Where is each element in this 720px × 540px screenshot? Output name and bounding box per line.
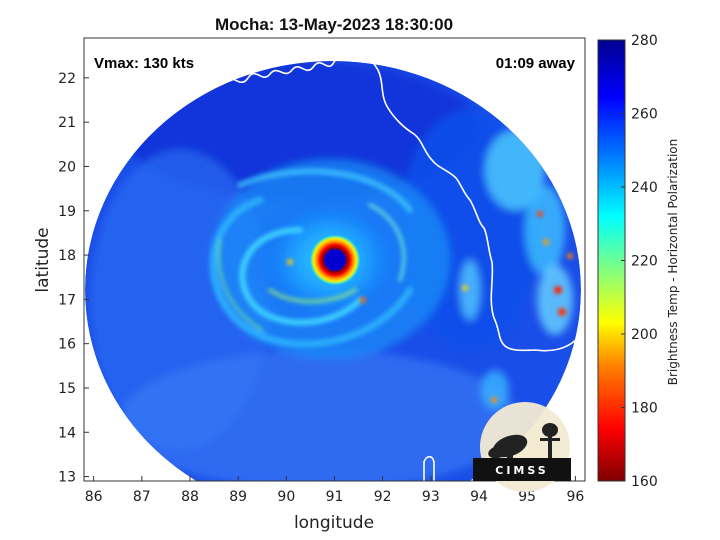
storm-eye (327, 252, 343, 268)
colorbar-label: Brightness Temp - Horizontal Polarizatio… (666, 139, 680, 386)
x-tick-label: 93 (422, 489, 440, 505)
colorbar-tick-label: 280 (631, 33, 658, 49)
colorbar-tick-label: 260 (631, 107, 658, 123)
x-axis: 86 87 88 89 90 91 92 93 94 95 96 (85, 476, 584, 505)
coastline (85, 53, 585, 352)
vmax-annotation: Vmax: 130 kts (94, 55, 194, 72)
y-tick-label: 21 (58, 115, 76, 131)
y-tick-label: 20 (58, 159, 76, 175)
colorbar-tick-label: 160 (631, 474, 658, 490)
colorbar-tick-label: 180 (631, 401, 658, 417)
y-tick-label: 13 (58, 470, 76, 486)
y-tick-label: 15 (58, 381, 76, 397)
swath-image (85, 53, 585, 481)
colorbar-gradient (597, 39, 626, 482)
island-coastline (423, 455, 435, 481)
x-tick-label: 86 (85, 489, 103, 505)
chart-title: Mocha: 13-May-2023 18:30:00 (215, 15, 453, 34)
y-axis-label: latitude (33, 227, 53, 292)
y-tick-label: 22 (58, 71, 76, 87)
x-tick-label: 87 (133, 489, 151, 505)
x-tick-label: 89 (229, 489, 247, 505)
colorbar: 160 180 200 220 240 260 280 Brightness Temp - … (597, 33, 680, 490)
colorbar-tick-label: 220 (631, 254, 658, 270)
y-tick-label: 17 (58, 292, 76, 308)
x-tick-label: 96 (566, 489, 584, 505)
x-tick-label: 90 (277, 489, 295, 505)
y-tick-label: 16 (58, 337, 76, 353)
x-tick-label: 92 (374, 489, 392, 505)
y-tick-label: 18 (58, 248, 76, 264)
x-tick-label: 88 (181, 489, 199, 505)
colorbar-tick-label: 200 (631, 327, 658, 343)
y-tick-label: 19 (58, 204, 76, 220)
x-tick-label: 95 (518, 489, 536, 505)
colorbar-tick-label: 240 (631, 180, 658, 196)
x-tick-label: 94 (470, 489, 488, 505)
y-axis: 13 14 15 16 17 18 19 20 21 22 (58, 71, 89, 486)
x-tick-label: 91 (326, 489, 344, 505)
colorbar-ticks: 160 180 200 220 240 260 280 (621, 33, 658, 490)
cimss-logo: CIMSS (473, 402, 571, 492)
x-axis-label: longitude (294, 513, 374, 533)
y-tick-label: 14 (58, 425, 76, 441)
time-offset-annotation: 01:09 away (496, 55, 576, 72)
svg-text:CIMSS: CIMSS (495, 464, 548, 477)
